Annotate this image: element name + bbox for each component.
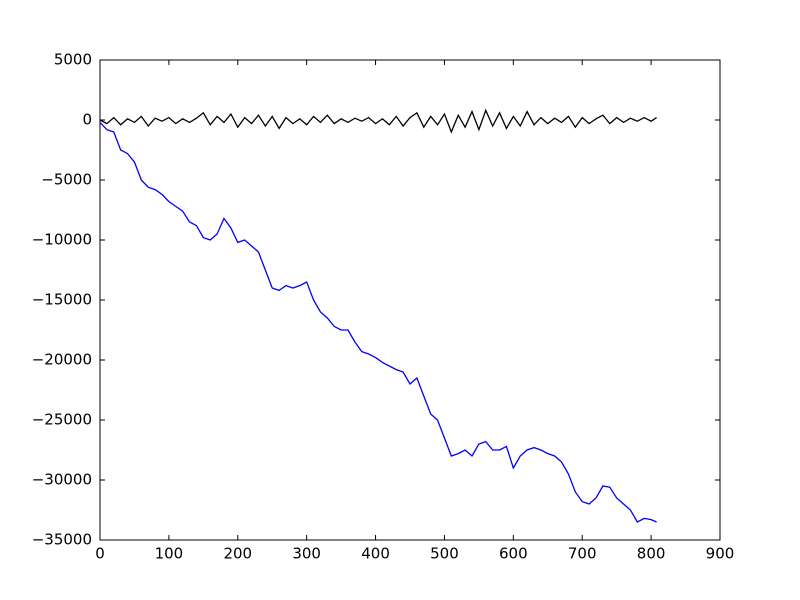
series-line <box>99 121 657 523</box>
y-tick-label: −5000 <box>41 171 92 189</box>
series-line <box>99 108 657 134</box>
x-tick-label: 300 <box>292 545 321 563</box>
y-tick-label: −30000 <box>32 471 92 489</box>
plot-frame <box>99 59 721 541</box>
y-tick-label: −15000 <box>32 291 92 309</box>
y-tick-label: −10000 <box>32 231 92 249</box>
x-tick-label: 800 <box>637 545 666 563</box>
y-tick-label: 5000 <box>54 51 92 69</box>
x-tick-label: 600 <box>499 545 528 563</box>
x-tick-label: 500 <box>430 545 459 563</box>
x-tick-label: 400 <box>361 545 390 563</box>
x-tick-label: 700 <box>568 545 597 563</box>
y-tick-label: 0 <box>82 111 92 129</box>
x-tick-label: 200 <box>223 545 252 563</box>
y-tick-label: −25000 <box>32 411 92 429</box>
y-tick-label: −35000 <box>32 531 92 549</box>
x-tick-label: 900 <box>706 545 735 563</box>
y-tick-label: −20000 <box>32 351 92 369</box>
x-tick-label: 100 <box>155 545 184 563</box>
x-tick-label: 0 <box>95 545 105 563</box>
